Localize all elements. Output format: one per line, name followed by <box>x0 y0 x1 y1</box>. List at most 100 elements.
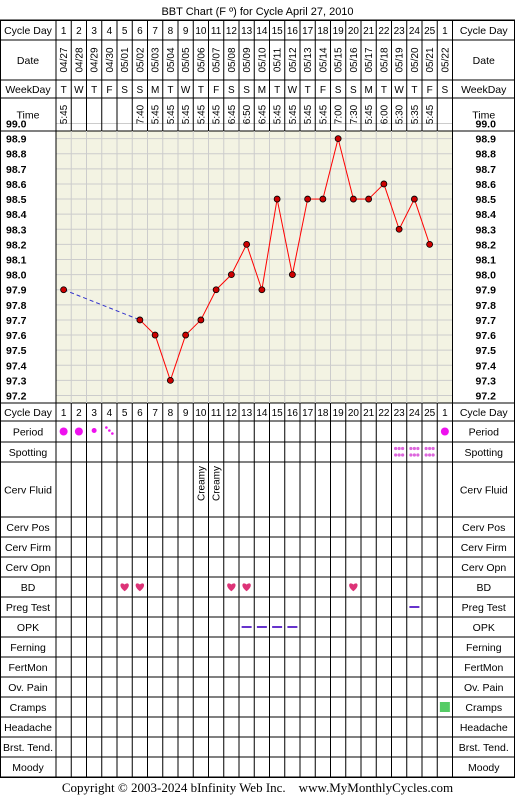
spotting-dot <box>394 453 398 457</box>
time-label: 5:45 <box>318 104 329 124</box>
date-label: 05/08 <box>227 47 238 72</box>
cycle-day-number: 21 <box>363 26 375 37</box>
chart-grid: Cycle Day Cycle Day Date Date WeekDay WeekDay… <box>0 19 515 778</box>
spotting-dot <box>401 446 405 451</box>
cycle-day-number: 11 <box>211 26 222 37</box>
temp-tick-label: 98.5 <box>6 194 27 206</box>
temp-line-segment <box>185 319 202 336</box>
date-label: 05/07 <box>212 47 223 72</box>
time-label: 5:45 <box>273 104 284 124</box>
copyright-footer: Copyright © 2003-2024 bInfinity Web Inc.… <box>62 780 453 795</box>
time-label: 5:30 <box>395 104 406 124</box>
cycle-day-number-bottom: 22 <box>378 408 390 419</box>
row-label-right: Date <box>473 55 495 67</box>
row-label: WeekDay <box>5 84 51 96</box>
cycle-day-number-bottom: 2 <box>76 408 82 419</box>
time-label: 7:30 <box>349 104 360 124</box>
date-label: 05/15 <box>334 47 345 72</box>
row-label: FertMon <box>8 662 47 674</box>
date-label: 05/17 <box>364 47 375 72</box>
cycle-day-number: 17 <box>302 26 314 37</box>
time-label: 5:45 <box>288 104 299 124</box>
temp-line-segment <box>368 183 385 200</box>
temp-tick-label-right: 98.1 <box>476 255 497 267</box>
row-label: Brst. Tend. <box>3 742 53 754</box>
row-label: Period <box>13 427 44 439</box>
spotting-dot <box>431 446 435 451</box>
temp-tick-label-right: 98.2 <box>476 239 497 251</box>
row-label: BD <box>21 582 36 594</box>
cycle-day-number-bottom: 12 <box>226 408 238 419</box>
temp-tick-label-right: 99.0 <box>476 119 497 131</box>
weekday-letter: T <box>167 85 173 96</box>
row-label-right: Cerv Opn <box>461 562 506 574</box>
spotting-dot <box>416 453 420 457</box>
cycle-day-number-bottom: 11 <box>211 408 222 419</box>
bd-heart <box>135 583 145 592</box>
row-label: Cerv Firm <box>5 542 51 554</box>
temp-tick-label-right: 98.0 <box>476 270 497 282</box>
weekday-letter: F <box>427 85 433 96</box>
temp-point <box>288 271 296 279</box>
cycle-day-number: 4 <box>107 26 113 37</box>
date-label: 04/27 <box>59 47 70 72</box>
time-label: 5:45 <box>196 104 207 124</box>
row-label-right: Time <box>472 110 495 122</box>
temp-point <box>380 180 388 188</box>
temp-line-segment <box>246 244 263 290</box>
time-label: 7:00 <box>334 104 345 124</box>
time-label: 5:45 <box>59 104 70 124</box>
spotting-dot <box>424 453 428 457</box>
temp-point <box>349 195 357 203</box>
date-label: 05/01 <box>120 47 131 72</box>
temp-point <box>212 286 220 294</box>
cycle-day-number-bottom: 18 <box>317 408 329 419</box>
row-label-right: Preg Test <box>462 602 506 614</box>
cerv-fluid-value: Creamy <box>196 466 207 501</box>
period-spotting-dot <box>111 432 114 435</box>
row-label: Spotting <box>9 447 48 459</box>
date-label: 05/22 <box>440 47 451 72</box>
cycle-day-number-bottom: 10 <box>195 408 207 419</box>
row-label-right: FertMon <box>464 662 503 674</box>
cycle-day-number: 22 <box>378 26 390 37</box>
temp-point <box>60 286 68 294</box>
cycle-day-number-bottom: 21 <box>363 408 375 419</box>
weekday-letter: S <box>350 85 357 96</box>
temp-line-segment <box>276 198 293 275</box>
temp-tick-label: 97.5 <box>6 345 27 357</box>
weekday-letter: T <box>198 85 204 96</box>
row-label: Cerv Pos <box>6 522 49 534</box>
cycle-day-number-bottom: 4 <box>107 408 113 419</box>
weekday-letter: S <box>335 85 342 96</box>
weekday-letter: S <box>228 85 235 96</box>
row-label-right: WeekDay <box>461 84 507 96</box>
temp-line-segment <box>398 198 415 230</box>
temp-point <box>426 240 434 248</box>
cycle-day-number-bottom: 1 <box>442 408 448 419</box>
row-label-right: Cerv Pos <box>462 522 505 534</box>
weekday-letter: M <box>364 85 372 96</box>
cycle-day-number-bottom: 3 <box>91 408 97 419</box>
weekday-letter: S <box>121 85 128 96</box>
cycle-day-number: 20 <box>348 26 360 37</box>
temp-tick-label-right: 98.4 <box>476 209 497 221</box>
row-label: Ferning <box>10 642 46 654</box>
date-label: 05/05 <box>181 47 192 72</box>
period-spotting-dot <box>105 426 108 429</box>
temp-point <box>410 195 418 203</box>
cycle-day-number: 12 <box>226 26 238 37</box>
temp-tick-label-right: 98.7 <box>476 164 497 176</box>
spotting-dot <box>416 446 420 451</box>
row-label-right: Cycle Day <box>460 25 509 37</box>
weekday-letter: F <box>106 85 112 96</box>
cycle-day-number: 3 <box>91 26 97 37</box>
row-label-right: Period <box>469 427 500 439</box>
cycle-day-number: 6 <box>137 26 143 37</box>
temp-line-segment <box>139 319 156 336</box>
row-label-right: Moody <box>468 762 500 774</box>
cycle-day-number: 25 <box>424 26 436 37</box>
chart-title: BBT Chart (F º) for Cycle April 27, 2010 <box>161 6 353 18</box>
row-label: OPK <box>17 622 39 634</box>
